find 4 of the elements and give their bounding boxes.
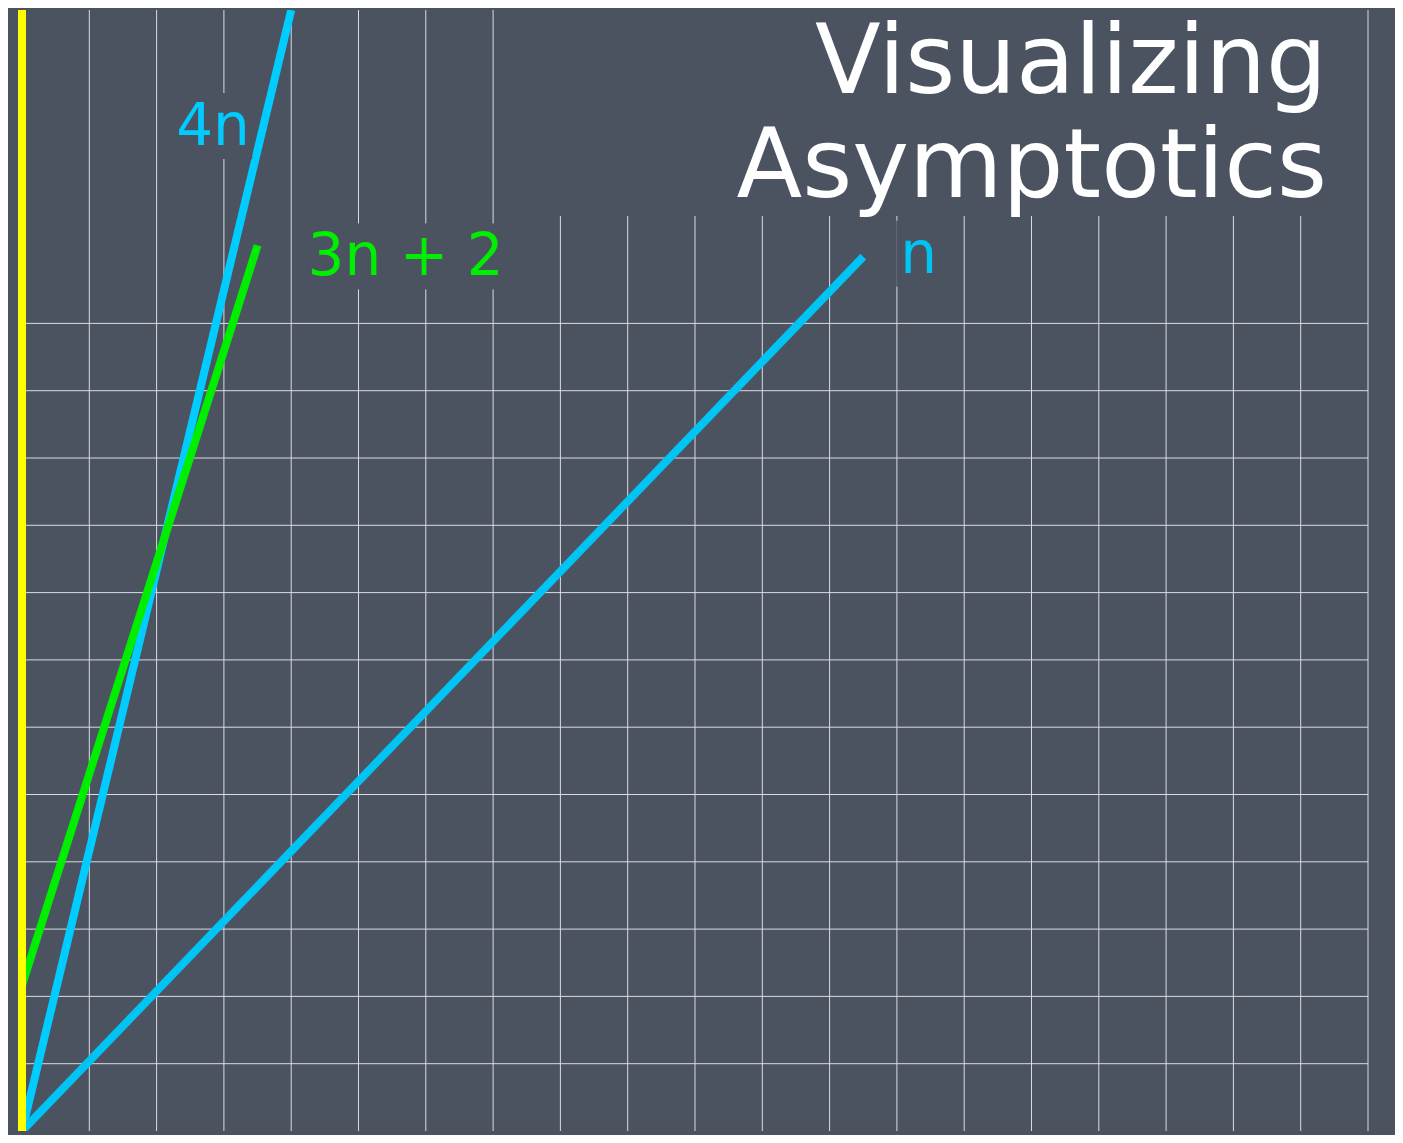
series-label: 4n (176, 91, 250, 159)
text: Visualizing Asymptotics (735, 4, 1328, 220)
series-label: n (900, 218, 938, 287)
series-label: 3n + 2 (307, 221, 504, 290)
